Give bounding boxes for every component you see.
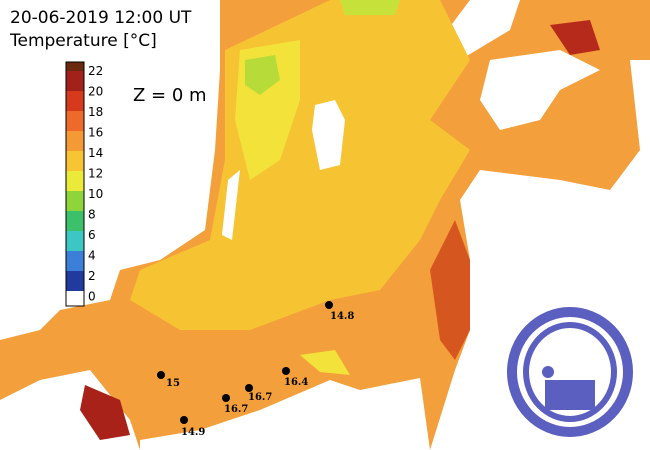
- cb-seg: [66, 251, 84, 271]
- station-label: 14.8: [330, 311, 354, 322]
- logo-dot: [542, 366, 554, 378]
- cb-seg: [66, 71, 84, 91]
- station-label: 16.7: [224, 404, 248, 415]
- logo-ring-inner: [523, 322, 617, 422]
- colorbar-tick-label: 16: [88, 126, 103, 140]
- colorbar-tick-label: 20: [88, 85, 103, 99]
- station-dot: [282, 367, 290, 375]
- cb-seg: [66, 291, 84, 306]
- cb-seg: [66, 191, 84, 211]
- island-2: [222, 170, 240, 240]
- cb-seg: [66, 151, 84, 171]
- colorbar-tick-label: 12: [88, 167, 103, 181]
- cb-top: [66, 62, 84, 71]
- depth-label: Z = 0 m: [133, 85, 207, 106]
- yellow-region: [130, 0, 470, 330]
- station-label: 16.4: [284, 377, 308, 388]
- title: 20-06-2019 12:00 UT: [10, 8, 192, 28]
- cb-seg: [66, 131, 84, 151]
- subtitle: Temperature [°C]: [9, 31, 157, 51]
- cb-seg: [66, 171, 84, 191]
- station-label: 16.7: [248, 392, 272, 403]
- logo-ring: [507, 307, 633, 437]
- land-gulf: [480, 50, 600, 130]
- station-label: 14.9: [181, 427, 205, 438]
- colorbar-tick-label: 8: [88, 208, 96, 222]
- cb-frame: [65, 61, 85, 307]
- green-region: [245, 55, 280, 95]
- station-dot: [222, 394, 230, 402]
- colorbar-tick-label: 10: [88, 187, 103, 201]
- station-dot: [325, 301, 333, 309]
- cb-seg: [66, 91, 84, 111]
- station-dot: [245, 384, 253, 392]
- cb-seg: [66, 111, 84, 131]
- cb-seg: [66, 211, 84, 231]
- warm-south: [80, 385, 130, 440]
- cb-seg: [66, 271, 84, 291]
- stations: 14.8 15 16.7 16.7 16.4 14.9: [157, 301, 354, 438]
- land-coast: [140, 378, 430, 450]
- colorbar: [65, 61, 85, 307]
- colorbar-tick-label: 2: [88, 269, 96, 283]
- cool-spot: [300, 350, 350, 375]
- land-west: [0, 0, 220, 340]
- green-north: [340, 0, 400, 15]
- island: [312, 100, 345, 170]
- station-label: 15: [166, 378, 180, 389]
- colorbar-tick-label: 0: [88, 290, 96, 304]
- logo: [505, 305, 635, 437]
- station-dot: [180, 416, 188, 424]
- colorbar-tick-label: 4: [88, 249, 96, 263]
- colorbar-tick-label: 14: [88, 146, 103, 160]
- station-dot: [157, 371, 165, 379]
- logo-shield: [545, 380, 595, 410]
- warm-gulf: [550, 20, 600, 55]
- colorbar-tick-label: 22: [88, 64, 103, 78]
- cb-seg: [66, 231, 84, 251]
- warm-east: [430, 220, 470, 360]
- colorbar-tick-label: 6: [88, 228, 96, 242]
- colorbar-tick-label: 18: [88, 105, 103, 119]
